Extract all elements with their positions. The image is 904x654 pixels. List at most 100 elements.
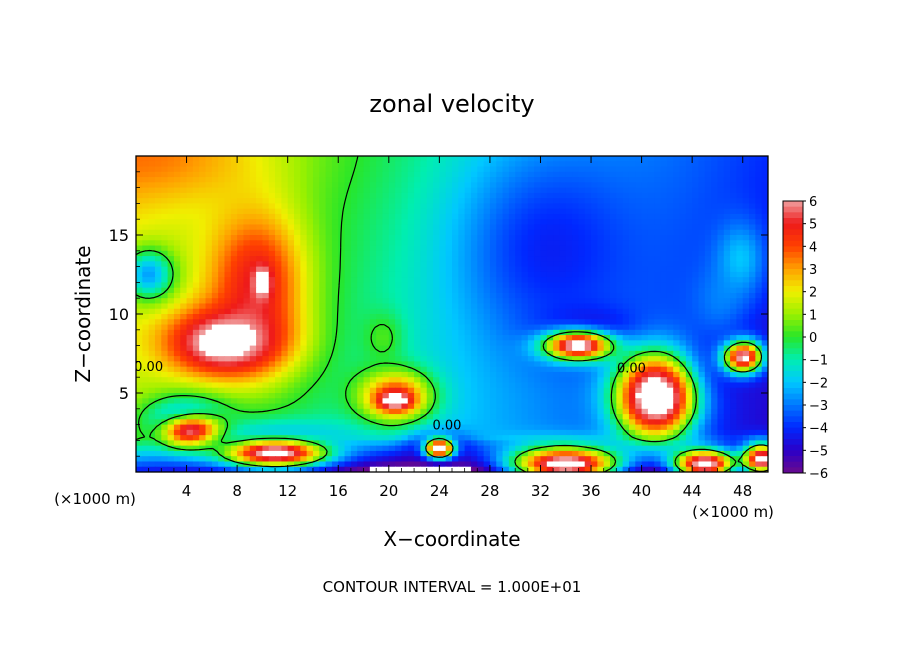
heatmap-cell bbox=[256, 161, 263, 168]
heatmap-cell bbox=[698, 308, 706, 315]
heatmap-cell bbox=[534, 266, 542, 273]
heatmap-cell bbox=[445, 303, 453, 310]
heatmap-cell bbox=[243, 393, 251, 399]
heatmap-cell bbox=[199, 414, 207, 420]
heatmap-cell bbox=[527, 366, 535, 373]
heatmap-cell bbox=[540, 403, 548, 410]
heatmap-cell bbox=[275, 298, 282, 305]
heatmap-cell bbox=[344, 287, 352, 294]
heatmap-cell bbox=[717, 371, 725, 378]
heatmap-cell bbox=[357, 166, 365, 173]
heatmap-cell bbox=[477, 177, 485, 183]
heatmap-cell bbox=[262, 414, 270, 420]
heatmap-cell bbox=[224, 235, 232, 241]
heatmap-cell bbox=[673, 256, 681, 262]
heatmap-cell bbox=[635, 229, 643, 236]
heatmap-cell bbox=[180, 361, 188, 368]
heatmap-cell bbox=[546, 187, 554, 194]
heatmap-cell bbox=[515, 266, 523, 273]
heatmap-cell bbox=[350, 245, 358, 252]
heatmap-cell bbox=[243, 171, 251, 178]
heatmap-cell bbox=[736, 182, 744, 189]
heatmap-cell bbox=[369, 213, 377, 220]
heatmap-cell bbox=[749, 161, 756, 168]
heatmap-cell bbox=[205, 382, 213, 389]
heatmap-cell bbox=[211, 271, 219, 278]
heatmap-cell bbox=[508, 271, 516, 278]
heatmap-cell bbox=[445, 371, 453, 378]
heatmap-cell bbox=[584, 314, 592, 320]
heatmap-cell bbox=[489, 271, 497, 278]
heatmap-cell bbox=[717, 393, 725, 399]
heatmap-cell bbox=[635, 329, 643, 336]
heatmap-cell bbox=[622, 229, 630, 236]
heatmap-cell bbox=[647, 393, 655, 399]
heatmap-cell bbox=[723, 213, 731, 220]
heatmap-cell bbox=[673, 161, 681, 168]
heatmap-cell bbox=[148, 340, 156, 347]
heatmap-cell bbox=[591, 208, 598, 215]
heatmap-cell bbox=[294, 256, 301, 262]
heatmap-cell bbox=[407, 345, 415, 352]
heatmap-cell bbox=[584, 256, 592, 262]
heatmap-cell bbox=[546, 361, 554, 368]
heatmap-cell bbox=[616, 335, 624, 341]
heatmap-cell bbox=[755, 340, 763, 347]
heatmap-cell bbox=[553, 414, 561, 420]
heatmap-cell bbox=[439, 182, 447, 189]
heatmap-cell bbox=[199, 187, 207, 194]
heatmap-cell bbox=[199, 224, 207, 231]
heatmap-cell bbox=[540, 335, 548, 341]
heatmap-cell bbox=[685, 177, 693, 183]
heatmap-cell bbox=[578, 319, 586, 326]
heatmap-cell bbox=[426, 387, 434, 394]
heatmap-cell bbox=[654, 403, 662, 410]
heatmap-cell bbox=[730, 250, 737, 257]
heatmap-cell bbox=[180, 282, 188, 289]
heatmap-cell bbox=[262, 161, 270, 168]
heatmap-cell bbox=[565, 350, 573, 357]
heatmap-cell bbox=[218, 287, 226, 294]
heatmap-cell bbox=[363, 393, 371, 399]
heatmap-cell bbox=[294, 161, 301, 168]
heatmap-cell bbox=[256, 277, 263, 283]
heatmap-cell bbox=[540, 266, 548, 273]
heatmap-cell bbox=[344, 292, 352, 299]
heatmap-cell bbox=[742, 271, 750, 278]
heatmap-cell bbox=[622, 250, 630, 257]
heatmap-cell bbox=[559, 266, 567, 273]
heatmap-cell bbox=[749, 308, 756, 315]
heatmap-cell bbox=[230, 261, 238, 268]
heatmap-cell bbox=[572, 161, 579, 168]
heatmap-cell bbox=[180, 213, 188, 220]
heatmap-cell bbox=[736, 240, 744, 247]
heatmap-cell bbox=[622, 213, 630, 220]
heatmap-cell bbox=[325, 308, 333, 315]
heatmap-cell bbox=[154, 340, 162, 347]
heatmap-cell bbox=[736, 298, 744, 305]
heatmap-cell bbox=[628, 182, 636, 189]
heatmap-cell bbox=[685, 393, 693, 399]
heatmap-cell bbox=[616, 177, 624, 183]
heatmap-cell bbox=[673, 371, 681, 378]
heatmap-cell bbox=[742, 393, 750, 399]
heatmap-cell bbox=[597, 382, 605, 389]
heatmap-cell bbox=[407, 282, 415, 289]
heatmap-cell bbox=[578, 345, 586, 352]
heatmap-cell bbox=[275, 350, 282, 357]
heatmap-cell bbox=[433, 208, 440, 215]
heatmap-cell bbox=[382, 229, 390, 236]
heatmap-cell bbox=[572, 403, 579, 410]
heatmap-cell bbox=[685, 329, 693, 336]
heatmap-cell bbox=[350, 298, 358, 305]
heatmap-cell bbox=[464, 319, 472, 326]
heatmap-cell bbox=[730, 203, 737, 210]
heatmap-cell bbox=[230, 219, 238, 226]
heatmap-cell bbox=[610, 171, 617, 178]
heatmap-cell bbox=[433, 198, 440, 204]
heatmap-cell bbox=[142, 361, 150, 368]
heatmap-cell bbox=[749, 314, 756, 320]
heatmap-cell bbox=[698, 250, 706, 257]
heatmap-cell bbox=[300, 350, 308, 357]
heatmap-cell bbox=[673, 213, 681, 220]
